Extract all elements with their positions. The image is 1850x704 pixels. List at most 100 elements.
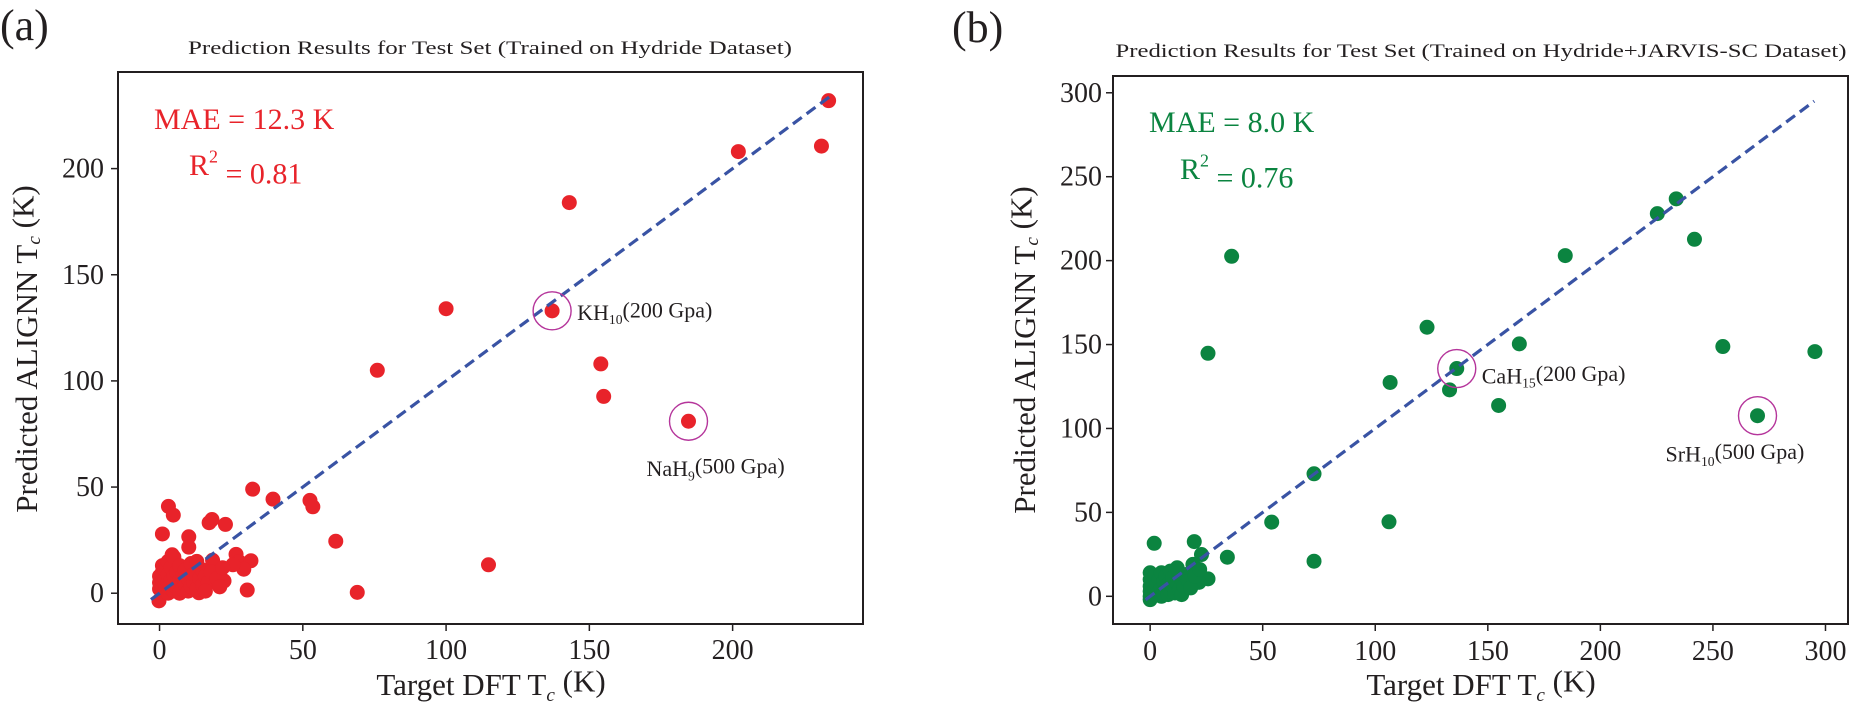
data-point xyxy=(1264,514,1280,530)
data-point xyxy=(593,356,609,372)
data-point xyxy=(1419,319,1435,335)
label-end: (K) xyxy=(1545,663,1596,698)
panel-b: (b) Prediction Results for Test Set (Trai… xyxy=(952,3,1849,704)
data-point xyxy=(154,526,170,542)
label-end: (200 Gpa) xyxy=(623,297,713,322)
y-tick-label: 100 xyxy=(1060,413,1102,444)
data-point xyxy=(1381,514,1397,530)
data-point xyxy=(1511,336,1527,352)
x-tick-label: 50 xyxy=(1249,636,1277,667)
data-point xyxy=(1442,382,1458,398)
x-tick-label: 200 xyxy=(712,635,754,666)
data-point xyxy=(1750,408,1766,424)
label-end: (500 Gpa) xyxy=(1715,439,1805,464)
x-tick-label: 300 xyxy=(1804,636,1846,667)
plot-frame xyxy=(1112,75,1849,625)
data-point xyxy=(328,533,344,549)
label-end: (200 Gpa) xyxy=(1536,361,1626,386)
data-point xyxy=(596,388,612,404)
data-point xyxy=(1193,547,1209,563)
data-point xyxy=(1192,561,1208,577)
label-main: KH xyxy=(577,300,609,325)
label-end: (K) xyxy=(1004,186,1039,237)
panel-a: (a) Prediction Results for Test Set (Trai… xyxy=(0,1,864,704)
label-subscript: c xyxy=(1536,685,1545,704)
r2-superscript: 2 xyxy=(1200,150,1209,170)
y-tick-label: 50 xyxy=(76,472,104,503)
x-tick-label: 150 xyxy=(1467,636,1509,667)
data-point xyxy=(181,539,197,555)
data-point xyxy=(197,583,213,599)
reference-line-y-equals-x xyxy=(149,95,832,601)
data-point xyxy=(1200,345,1216,361)
r2-main: R xyxy=(189,149,209,182)
data-point xyxy=(215,560,231,576)
data-point xyxy=(1807,344,1823,360)
data-point xyxy=(239,582,255,598)
y-tick-label: 250 xyxy=(1060,162,1102,193)
r2-end: = 0.81 xyxy=(218,157,302,190)
y-tick-label: 100 xyxy=(62,366,104,397)
data-point xyxy=(204,512,220,528)
y-tick-label: 300 xyxy=(1060,78,1102,109)
label-subscript: 9 xyxy=(688,468,695,483)
label-subscript: 15 xyxy=(1522,376,1536,391)
x-tick-label: 0 xyxy=(153,635,167,666)
chart-title: Prediction Results for Test Set (Trained… xyxy=(1116,41,1847,62)
r2-label: R2 = 0.81 xyxy=(189,146,302,190)
highlight-circle xyxy=(1737,396,1778,436)
annotation-label: SrH10(500 Gpa) xyxy=(1666,439,1805,469)
x-axis-label: Target DFT Tc (K) xyxy=(1366,663,1595,704)
label-main: Target DFT T xyxy=(1366,667,1536,702)
y-axis-label: Predicted ALIGNN Tc (K) xyxy=(1004,186,1044,513)
data-point xyxy=(1491,397,1507,413)
data-point xyxy=(212,579,228,595)
y-tick-label: 150 xyxy=(62,260,104,291)
label-main: Predicted ALIGNN T xyxy=(1007,246,1042,514)
r2-end: = 0.76 xyxy=(1209,161,1293,194)
x-tick-label: 0 xyxy=(1143,636,1157,667)
data-point xyxy=(349,584,365,600)
label-end: (500 Gpa) xyxy=(695,454,785,479)
label-main: SrH xyxy=(1666,442,1702,467)
annotation-label: KH10(200 Gpa) xyxy=(577,297,712,327)
data-point xyxy=(561,195,577,211)
x-tick-label: 250 xyxy=(1692,636,1734,667)
data-point xyxy=(1382,374,1398,390)
y-tick-label: 0 xyxy=(90,578,104,609)
data-point xyxy=(730,144,746,160)
data-point xyxy=(1306,553,1322,569)
data-point xyxy=(1557,248,1573,264)
data-point xyxy=(265,491,281,507)
y-tick-label: 50 xyxy=(1074,497,1102,528)
data-point xyxy=(369,362,385,378)
annotation-label: NaH9(500 Gpa) xyxy=(646,454,784,484)
scatter-points xyxy=(151,93,837,609)
panel-label: (a) xyxy=(0,1,49,50)
label-end: (K) xyxy=(555,663,606,698)
label-end: (K) xyxy=(6,185,41,236)
data-point xyxy=(1649,206,1665,222)
data-point xyxy=(305,499,321,515)
reference-line-y-equals-x xyxy=(1144,99,1816,601)
highlight-circle xyxy=(1437,348,1477,389)
data-point xyxy=(480,557,496,573)
data-point xyxy=(1146,535,1162,551)
data-point xyxy=(181,529,197,545)
x-axis-label: Target DFT Tc (K) xyxy=(376,663,605,704)
data-point xyxy=(821,93,837,109)
mae-label: MAE = 12.3 K xyxy=(154,103,335,136)
label-subscript: c xyxy=(546,685,555,704)
label-subscript: 10 xyxy=(609,312,623,327)
y-tick-label: 0 xyxy=(1088,581,1102,612)
panel-label: (b) xyxy=(952,3,1003,52)
r2-superscript: 2 xyxy=(209,146,218,166)
data-point xyxy=(1715,339,1731,355)
label-main: Predicted ALIGNN T xyxy=(9,245,44,513)
highlight-circle xyxy=(668,401,709,441)
data-point xyxy=(1186,534,1202,550)
chart-title: Prediction Results for Test Set (Trained… xyxy=(188,38,792,59)
x-tick-label: 100 xyxy=(1354,636,1396,667)
y-tick-label: 200 xyxy=(62,154,104,185)
